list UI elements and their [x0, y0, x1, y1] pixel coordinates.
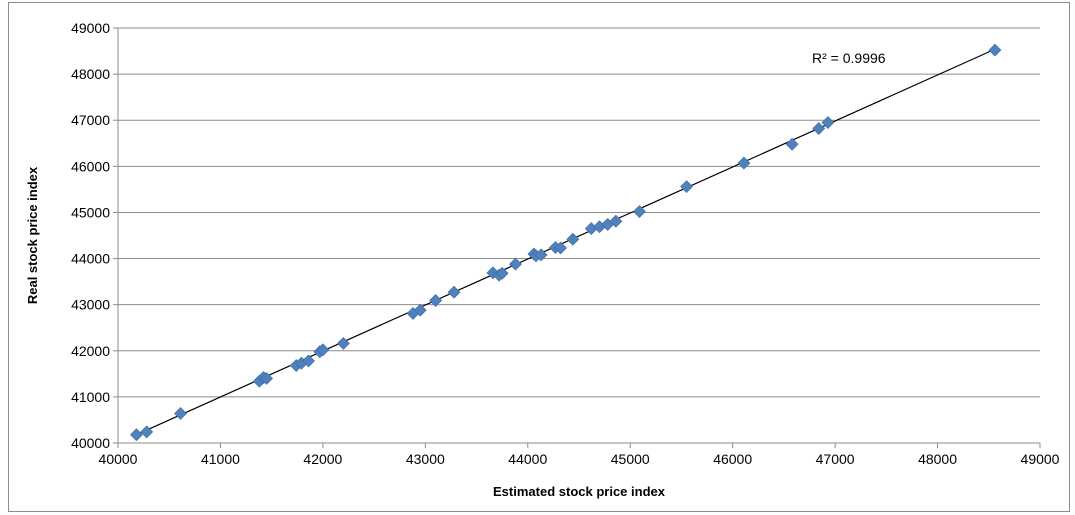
trendline — [136, 49, 994, 436]
x-tick-label: 46000 — [713, 451, 752, 467]
data-point — [509, 257, 522, 271]
x-tick-label: 41000 — [201, 451, 240, 467]
x-tick-label: 44000 — [508, 451, 547, 467]
data-point — [554, 241, 567, 255]
y-tick-label: 43000 — [71, 297, 110, 313]
data-point — [429, 294, 443, 307]
trendline-linear — [136, 49, 994, 436]
data-point — [785, 137, 799, 151]
data-point — [302, 354, 315, 368]
y-tick-label: 40000 — [71, 435, 110, 451]
data-point — [737, 156, 751, 170]
data-point — [413, 303, 427, 317]
data-point — [447, 285, 461, 299]
y-axis-title: Real stock price index — [25, 166, 40, 304]
data-point — [260, 372, 273, 385]
data-point — [534, 248, 548, 262]
x-tick-label: 40000 — [99, 451, 138, 467]
x-tick-label: 49000 — [1021, 451, 1060, 467]
axes — [113, 27, 1041, 448]
data-point — [609, 214, 623, 228]
y-tick-label: 48000 — [71, 66, 110, 82]
x-tick-label: 43000 — [406, 451, 445, 467]
data-point — [566, 232, 580, 246]
y-tick-label: 49000 — [71, 20, 110, 36]
data-point — [336, 336, 350, 350]
y-tick-label: 47000 — [71, 112, 110, 128]
y-tick-label: 44000 — [71, 251, 110, 267]
data-point — [680, 180, 693, 194]
x-tick-label: 47000 — [816, 451, 855, 467]
r-squared-annotation: R² = 0.9996 — [812, 50, 886, 66]
data-point — [633, 205, 646, 218]
y-tick-label: 45000 — [71, 204, 110, 220]
x-tick-label: 48000 — [918, 451, 957, 467]
data-point — [821, 116, 835, 129]
data-point — [812, 122, 826, 135]
data-point — [316, 343, 330, 357]
x-tick-label: 42000 — [303, 451, 342, 467]
tick-labels: 40000 41000 42000 43000 44000 45000 46000 47000… — [71, 20, 1060, 467]
x-axis-title: Estimated stock price index — [493, 484, 666, 499]
data-point — [174, 407, 187, 420]
y-tick-label: 42000 — [71, 343, 110, 359]
x-tick-label: 45000 — [611, 451, 650, 467]
data-point — [988, 43, 1002, 57]
data-point — [495, 266, 509, 280]
y-tick-label: 41000 — [71, 389, 110, 405]
gridlines — [118, 27, 1040, 398]
data-points — [130, 43, 1002, 442]
y-tick-label: 46000 — [71, 158, 110, 174]
data-point — [140, 425, 154, 439]
data-point — [130, 428, 143, 442]
